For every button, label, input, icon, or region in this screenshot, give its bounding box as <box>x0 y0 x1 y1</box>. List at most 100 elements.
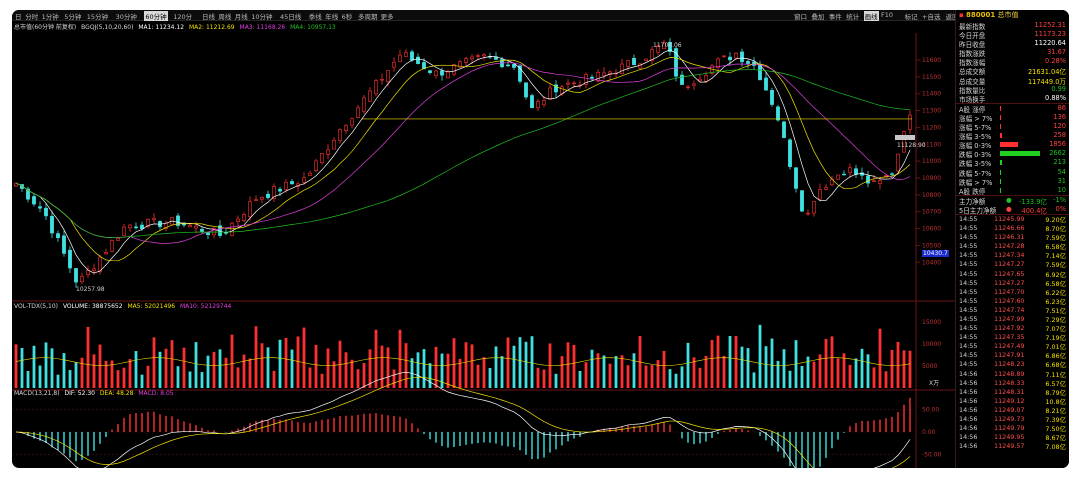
flow-pct: -1% <box>1053 195 1066 204</box>
candle-body <box>350 118 354 126</box>
tick-row[interactable]: 14:55 11247.70 6.22亿 <box>956 288 1069 297</box>
tool-button-4[interactable]: 画线 <box>863 11 879 21</box>
volume-bar <box>266 347 270 388</box>
period-tab-11[interactable]: 10分钟 <box>251 13 273 21</box>
tick-row[interactable]: 14:55 11247.27 6.58亿 <box>956 279 1069 288</box>
tick-row[interactable]: 14:55 11247.65 6.92亿 <box>956 270 1069 279</box>
volume-bar <box>896 341 900 388</box>
tick-row[interactable]: 14:55 11247.34 7.14亿 <box>956 251 1069 260</box>
candle-body <box>662 42 666 50</box>
volume-bar <box>446 353 450 388</box>
period-tab-9[interactable]: 周线 <box>218 13 232 21</box>
candle-body <box>248 201 252 218</box>
tick-row[interactable]: 14:55 11246.66 8.70亿 <box>956 224 1069 233</box>
candle-body <box>872 180 876 183</box>
tick-row[interactable]: 14:55 11247.27 7.59亿 <box>956 260 1069 269</box>
volume-bar <box>704 355 708 388</box>
tick-row[interactable]: 14:56 11249.95 8.67亿 <box>956 433 1069 442</box>
volume-bar <box>314 344 318 388</box>
volume-value: VOLUME: 38875652 <box>62 303 123 310</box>
volume-bar <box>164 348 168 388</box>
candle-body <box>446 71 450 79</box>
volume-axis-label: 5000 <box>922 363 937 370</box>
period-tab-13[interactable]: 季线 <box>308 13 322 21</box>
tick-row[interactable]: 14:56 11248.33 6.57亿 <box>956 379 1069 388</box>
tick-row[interactable]: 14:56 11249.07 8.21亿 <box>956 406 1069 415</box>
volume-bar <box>836 358 840 388</box>
period-tab-15[interactable]: 6秒 <box>341 13 353 21</box>
candle-body <box>230 222 234 236</box>
tick-time: 14:55 <box>959 224 978 233</box>
candle-body <box>398 54 402 63</box>
tick-list[interactable]: 14:55 11245.99 9.20亿 14:55 11246.66 8.70亿 14:5… <box>956 213 1069 451</box>
breadth-value: 120 <box>1053 122 1066 131</box>
tick-row[interactable]: 14:55 11247.99 7.29亿 <box>956 315 1069 324</box>
tick-row[interactable]: 14:55 11247.74 7.51亿 <box>956 306 1069 315</box>
breadth-row: 跌幅 0-3% 2662 <box>956 149 1069 159</box>
tick-row[interactable]: 14:56 11249.12 10.8亿 <box>956 397 1069 406</box>
candle-body <box>422 62 426 70</box>
volume-bar <box>818 354 822 388</box>
macd-axis-label: 0.00 <box>922 429 936 436</box>
period-tab-10[interactable]: 月线 <box>234 13 248 21</box>
period-tab-2[interactable]: 1分钟 <box>41 13 59 21</box>
candle-body <box>518 65 522 82</box>
tick-row[interactable]: 14:55 11245.99 9.20亿 <box>956 215 1069 224</box>
tool-button-3[interactable]: 统计 <box>846 13 860 21</box>
tool-button-2[interactable]: 事件 <box>828 13 842 21</box>
tick-row[interactable]: 14:55 11248.23 6.68亿 <box>956 360 1069 369</box>
tick-row[interactable]: 14:56 11249.79 7.50亿 <box>956 424 1069 433</box>
tick-row[interactable]: 14:55 11247.35 7.19亿 <box>956 333 1069 342</box>
tool-button-6[interactable]: 标记 <box>904 13 918 21</box>
tool-button-8[interactable]: 返回 <box>945 13 959 21</box>
candle-body <box>332 140 336 150</box>
volume-bar <box>86 326 90 388</box>
period-tab-8[interactable]: 日线 <box>202 13 215 21</box>
volume-bar <box>170 340 174 388</box>
candle-body <box>470 56 474 60</box>
breadth-bar <box>1000 178 1001 184</box>
volume-bar <box>662 351 666 388</box>
chart-area[interactable]: 11600 11500 11400 11300 11200 11100 11000 10900… <box>12 21 955 468</box>
flow-value: -133.9亿 <box>1019 197 1047 206</box>
volume-bar <box>128 359 132 388</box>
period-tab-12[interactable]: 45日线 <box>280 13 302 21</box>
period-tab-5[interactable]: 30分钟 <box>115 13 137 21</box>
tool-button-1[interactable]: 叠加 <box>811 13 825 21</box>
candle-body <box>128 224 132 229</box>
candle-body <box>698 78 702 82</box>
period-tab-3[interactable]: 5分钟 <box>64 13 82 21</box>
tick-row[interactable]: 14:55 11247.28 6.58亿 <box>956 242 1069 251</box>
tool-button-0[interactable]: 窗口 <box>794 13 807 21</box>
candle-body <box>62 235 66 254</box>
tick-row[interactable]: 14:56 11249.73 7.39亿 <box>956 415 1069 424</box>
period-tab-16[interactable]: 多周期 <box>358 13 378 21</box>
tool-button-7[interactable]: +自选 <box>922 13 941 21</box>
period-tab-0[interactable]: 日 <box>15 13 22 21</box>
kline-svg[interactable]: 11600 11500 11400 11300 11200 11100 11000 10900… <box>12 21 955 468</box>
tick-volume: 6.68亿 <box>1045 361 1066 370</box>
tick-row[interactable]: 14:55 11247.91 6.86亿 <box>956 351 1069 360</box>
period-tab-14[interactable]: 年线 <box>325 13 339 21</box>
tick-row[interactable]: 14:55 11247.49 7.01亿 <box>956 342 1069 351</box>
tick-row[interactable]: 14:56 11248.31 8.79亿 <box>956 388 1069 397</box>
flow-dot-icon: ● <box>1006 204 1012 213</box>
period-tab-7[interactable]: 120分 <box>173 13 193 21</box>
tick-row[interactable]: 14:56 11248.89 7.11亿 <box>956 370 1069 379</box>
volume-bar <box>302 327 306 388</box>
tick-row[interactable]: 14:55 11247.92 7.07亿 <box>956 324 1069 333</box>
ma1-value: MA1: 11234.12 <box>138 24 185 31</box>
tick-row[interactable]: 14:56 11249.57 7.08亿 <box>956 442 1069 451</box>
period-tab-6[interactable]: 60分钟 <box>144 11 168 21</box>
stat-row: 昨日收盘 11220.64 <box>956 39 1069 49</box>
tool-button-5[interactable]: F10 <box>881 11 894 19</box>
volume-bar <box>218 349 222 388</box>
period-tab-1[interactable]: 分时 <box>25 13 39 21</box>
period-tab-4[interactable]: 15分钟 <box>86 13 109 21</box>
volume-bar <box>284 337 288 388</box>
tick-row[interactable]: 14:55 11247.60 6.23亿 <box>956 297 1069 306</box>
tick-row[interactable]: 14:55 11246.31 7.59亿 <box>956 233 1069 242</box>
period-tab-17[interactable]: 更多 <box>380 13 394 21</box>
candle-body <box>530 95 534 109</box>
tick-price: 11247.27 <box>994 260 1025 269</box>
